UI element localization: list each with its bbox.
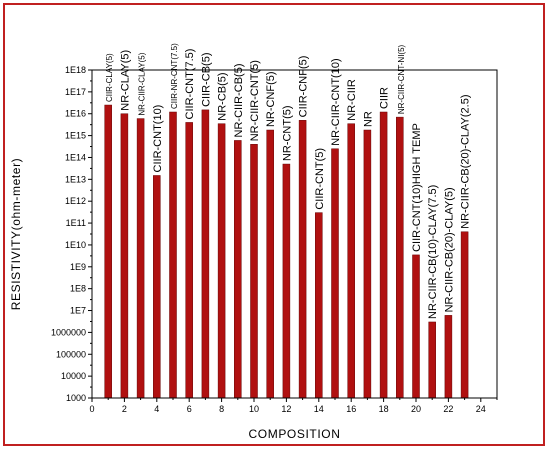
x-tick-label: 24 xyxy=(476,404,486,414)
bar xyxy=(185,122,193,399)
bar-data-label: CIIR-CLAY(5) xyxy=(105,53,114,102)
y-tick-label: 1E15 xyxy=(65,131,86,141)
y-tick-label: 1E16 xyxy=(65,109,86,119)
bar-series xyxy=(104,104,469,399)
bar xyxy=(282,163,291,399)
y-tick-label: 1E12 xyxy=(65,196,86,206)
y-tick-label: 1E17 xyxy=(65,87,86,97)
bar xyxy=(315,212,323,399)
bar xyxy=(217,123,226,399)
bar xyxy=(363,129,372,399)
bar xyxy=(298,120,307,399)
bar-data-label: NR-CLAY(5) xyxy=(119,50,131,111)
bar-data-label: CIIR-CNT(7.5) xyxy=(184,49,196,120)
bar xyxy=(396,116,404,399)
y-tick-label: 1000 xyxy=(66,393,86,403)
bar xyxy=(412,254,420,399)
y-tick-label: 1E13 xyxy=(65,174,86,184)
x-tick-label: 22 xyxy=(443,404,453,414)
y-tick-label: 1E9 xyxy=(70,262,86,272)
plot-area-border xyxy=(91,69,498,399)
bar-data-label: NR-CIIR-CNT-NI(5) xyxy=(397,44,406,114)
bar xyxy=(331,148,339,399)
bar xyxy=(347,123,355,399)
chart-frame xyxy=(3,3,545,446)
x-tick-label: 2 xyxy=(122,404,127,414)
bar xyxy=(379,111,388,399)
y-tick-label: 1E11 xyxy=(66,218,86,228)
bar xyxy=(136,118,145,399)
y-tick-label: 1E7 xyxy=(70,306,86,316)
x-tick-label: 4 xyxy=(154,404,159,414)
y-tick-label: 100000 xyxy=(56,349,86,359)
bar-data-label: CIIR xyxy=(379,87,391,109)
bar-data-label: CIIR-CNT(5) xyxy=(314,148,326,210)
x-tick-label: 20 xyxy=(411,404,421,414)
y-tick-label: 1E14 xyxy=(65,152,86,162)
x-tick-label: 8 xyxy=(219,404,224,414)
bar xyxy=(201,109,210,399)
bar-data-label: NR-CIIR-CB(5) xyxy=(233,63,245,137)
bar xyxy=(428,321,436,399)
bar-data-label: NR-CIIR xyxy=(346,79,358,121)
y-axis-title: RESISTIVITY(ohm-meter) xyxy=(9,158,23,311)
bar xyxy=(266,129,274,399)
bar xyxy=(153,175,161,399)
bar-data-label: CIIR-CNT(10) xyxy=(152,105,164,173)
x-tick-label: 12 xyxy=(281,404,291,414)
bar-data-label: NR-CIIR-CNT(5) xyxy=(249,60,261,141)
bar-data-label: NR-CNF(5) xyxy=(265,71,277,127)
x-tick-label: 14 xyxy=(314,404,324,414)
bar xyxy=(234,140,242,399)
x-tick-label: 6 xyxy=(187,404,192,414)
bar-data-label: NR-CIIR-CLAY(5) xyxy=(138,52,147,115)
bar-data-label: CIIR-CB(5) xyxy=(200,52,212,106)
x-tick-label: 16 xyxy=(346,404,356,414)
bar-data-label: NR-CIIR-CB(20)-CLAY(5) xyxy=(443,187,455,312)
bar xyxy=(169,111,177,399)
y-axis-ticks: 1000 10000 100000 1000000 1E7 1E8 1E9 1E10 1E11 1… xyxy=(51,65,92,403)
bar-data-label: NR-CIIR-CB(20)-CLAY(2.5) xyxy=(460,95,472,229)
bar-data-label: CIIR-CNT(10)HIGH TEMP xyxy=(411,123,423,252)
y-tick-label: 1000000 xyxy=(51,327,86,337)
bar-data-label: NR-CB(5) xyxy=(217,72,229,120)
x-tick-label: 0 xyxy=(89,404,94,414)
bar xyxy=(444,315,453,399)
y-tick-label: 1E8 xyxy=(70,284,86,294)
bar xyxy=(250,144,258,399)
x-tick-label: 18 xyxy=(379,404,389,414)
bar-data-label: CIIR-NR-CNT(7.5) xyxy=(170,43,179,109)
y-tick-label: 10000 xyxy=(61,371,86,381)
x-axis-title: COMPOSITION xyxy=(249,427,341,441)
bar xyxy=(104,104,112,399)
y-tick-label: 1E10 xyxy=(65,240,86,250)
bar xyxy=(120,113,129,399)
bar-labels: CIIR-CLAY(5) NR-CLAY(5) NR-CIIR-CLAY(5) CII… xyxy=(105,43,471,319)
x-tick-label: 10 xyxy=(249,404,259,414)
y-tick-label: 1E18 xyxy=(65,65,86,75)
bar-data-label: NR-CIIR-CB(10)-CLAY(7.5) xyxy=(427,185,439,319)
bar-data-label: CIIR-CNF(5) xyxy=(298,56,310,118)
bar xyxy=(460,231,469,399)
bar-data-label: NR-CNT(5) xyxy=(281,105,293,161)
bar-data-label: NR-CIIR-CNT(10) xyxy=(330,58,342,145)
x-axis-ticks: 0 2 4 6 8 10 12 14 16 18 20 22 24 xyxy=(89,398,498,414)
bar-data-label: NR xyxy=(362,111,374,127)
